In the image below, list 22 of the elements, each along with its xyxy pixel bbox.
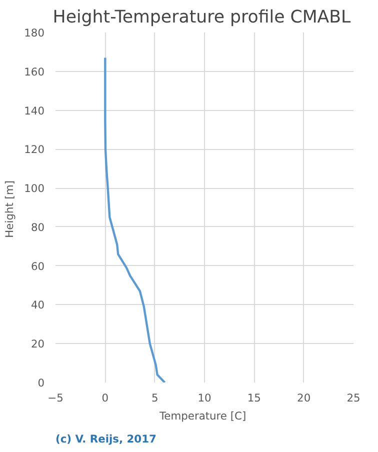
y-tick-label: 0 [38,376,45,390]
y-tick-label: 180 [24,26,45,40]
chart-title: Height-Temperature profile CMABL [52,8,352,28]
x-tick-label: 20 [297,392,311,404]
y-tick-label: 20 [30,338,45,351]
x-tick-label: 0 [102,392,109,404]
y-axis-title: Height [m] [3,180,16,238]
y-tick-label: 140 [24,104,45,118]
x-tick-label: 5 [151,392,158,404]
x-tick-label: 25 [346,392,360,404]
x-axis-title: Temperature [C] [158,410,246,422]
line-series [104,56,166,382]
x-tick-label: 10 [198,392,212,404]
y-tick-label: 120 [24,143,45,156]
x-tick-label: −5 [48,392,64,404]
y-tick-label: 40 [30,298,45,312]
text: (c) V. Reijs, 2017 [56,432,156,446]
y-tick-label: 100 [24,182,45,196]
y-tick-label: 160 [24,65,45,78]
y-tick-label: 80 [30,220,45,234]
x-tick-label: 15 [247,392,261,404]
y-tick-label: 60 [30,260,45,273]
